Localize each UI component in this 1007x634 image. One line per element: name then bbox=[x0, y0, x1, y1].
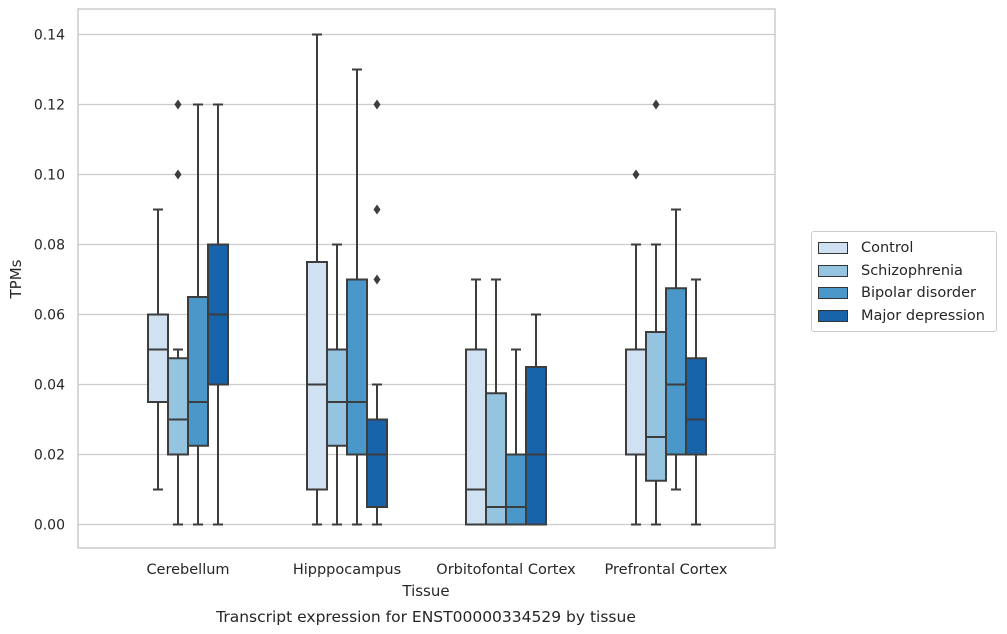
box-iqr bbox=[665, 287, 687, 456]
legend-label: Bipolar disorder bbox=[861, 285, 976, 302]
box-iqr bbox=[346, 278, 368, 456]
outlier-marker bbox=[373, 99, 381, 110]
legend-label: Control bbox=[861, 240, 914, 257]
box-iqr bbox=[326, 348, 348, 447]
box-group bbox=[465, 278, 487, 526]
chart-caption: Transcript expression for ENST0000033452… bbox=[215, 608, 636, 626]
x-axis-label: Tissue bbox=[401, 582, 449, 600]
legend-item: Control bbox=[812, 237, 996, 260]
y-tick-label: 0.06 bbox=[34, 308, 65, 324]
y-tick-label: 0.08 bbox=[34, 238, 65, 254]
box-group bbox=[326, 243, 348, 526]
y-tick-label: 0.12 bbox=[34, 98, 65, 114]
y-tick-labels: 0.00 0.02 0.04 0.06 0.08 0.10 0.12 0.14 bbox=[34, 28, 65, 534]
box-iqr bbox=[167, 357, 189, 456]
x-tick-label: Orbitofontal Cortex bbox=[436, 562, 576, 578]
box-group bbox=[525, 313, 547, 526]
box-iqr bbox=[465, 348, 487, 526]
y-tick-label: 0.14 bbox=[34, 28, 65, 44]
box-iqr bbox=[485, 392, 507, 526]
box-group bbox=[187, 103, 209, 526]
x-tick-labels: Cerebellum Hipppocampus Orbitofontal Corte… bbox=[146, 562, 727, 578]
box-iqr bbox=[625, 348, 647, 456]
outlier-marker bbox=[174, 169, 182, 180]
box-group bbox=[485, 278, 507, 526]
x-tick-label: Hipppocampus bbox=[293, 562, 401, 578]
outlier-marker bbox=[373, 204, 381, 215]
outlier-marker bbox=[373, 274, 381, 285]
box-group bbox=[645, 99, 667, 526]
box-group bbox=[625, 169, 647, 526]
box-group bbox=[505, 348, 527, 526]
legend-label: Major depression bbox=[861, 307, 985, 324]
y-tick-label: 0.00 bbox=[34, 518, 65, 534]
box-group bbox=[207, 103, 229, 526]
legend-item: Major depression bbox=[812, 305, 996, 328]
box-iqr bbox=[685, 357, 707, 456]
box-group bbox=[665, 208, 687, 491]
legend-item: Bipolar disorder bbox=[812, 282, 996, 305]
box-series bbox=[147, 33, 707, 526]
legend-swatch bbox=[818, 287, 848, 300]
outlier-marker bbox=[632, 169, 640, 180]
x-tick-label: Prefrontal Cortex bbox=[605, 562, 728, 578]
box-group bbox=[346, 68, 368, 526]
box-iqr bbox=[525, 366, 547, 526]
box-group bbox=[167, 99, 189, 526]
x-tick-label: Cerebellum bbox=[146, 562, 229, 578]
box-group bbox=[685, 278, 707, 526]
legend-swatch bbox=[818, 309, 848, 322]
box-group bbox=[366, 99, 388, 526]
outlier-marker bbox=[174, 99, 182, 110]
outlier-marker bbox=[652, 99, 660, 110]
legend-swatch bbox=[818, 242, 848, 255]
box-iqr bbox=[505, 453, 527, 526]
box-iqr bbox=[366, 418, 388, 508]
legend-swatch bbox=[818, 264, 848, 277]
y-axis-label: TPMs bbox=[7, 259, 25, 299]
box-group bbox=[306, 33, 328, 526]
box-iqr bbox=[147, 313, 169, 403]
y-tick-label: 0.02 bbox=[34, 448, 65, 464]
legend-label: Schizophrenia bbox=[861, 262, 963, 279]
plot-frame bbox=[77, 8, 776, 549]
box-iqr bbox=[645, 331, 667, 482]
y-tick-label: 0.10 bbox=[34, 168, 65, 184]
box-group bbox=[147, 208, 169, 491]
box-iqr bbox=[187, 296, 209, 447]
legend-item: Schizophrenia bbox=[812, 260, 996, 283]
legend: Control Schizophrenia Bipolar disorder Majo… bbox=[811, 231, 997, 332]
y-tick-label: 0.04 bbox=[34, 378, 65, 394]
box-iqr bbox=[306, 261, 328, 491]
